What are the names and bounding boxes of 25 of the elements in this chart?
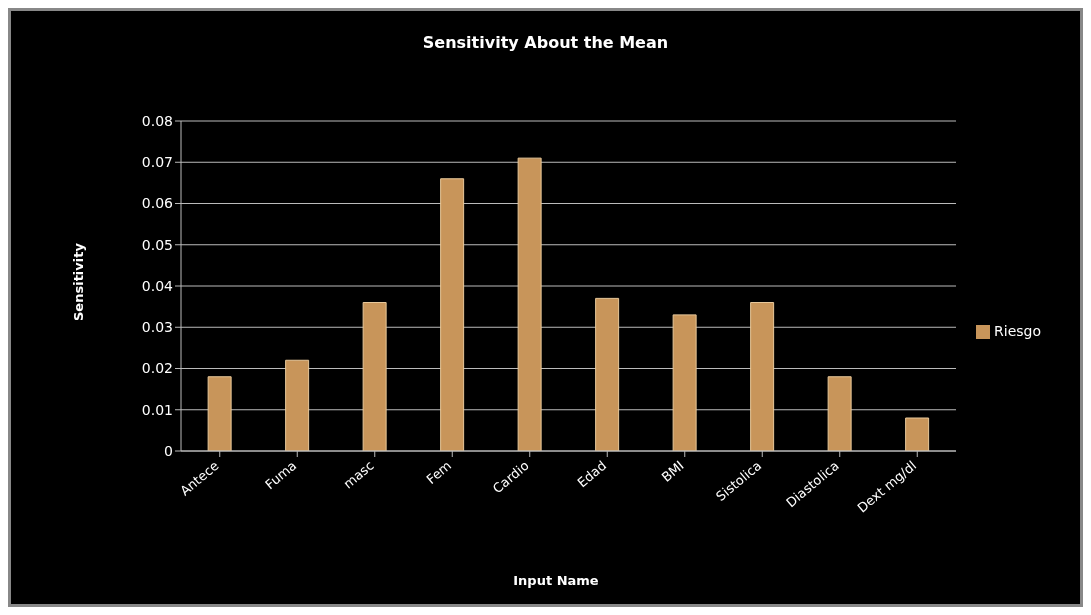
y-tick-label: 0.03 — [141, 319, 173, 336]
bar — [440, 178, 465, 451]
bar — [517, 157, 542, 451]
y-axis-title: Sensitivity — [71, 243, 86, 321]
y-tick-label: 0.05 — [141, 236, 173, 253]
chart-title: Sensitivity About the Mean — [421, 33, 670, 52]
bar — [595, 297, 620, 451]
x-tick-label: BMI — [658, 457, 687, 485]
bar — [672, 314, 697, 451]
x-axis-title: Input Name — [512, 573, 600, 588]
y-tick-label: 0 — [164, 442, 173, 459]
y-tick-label: 0.02 — [141, 360, 173, 377]
bar — [362, 302, 387, 451]
y-tick-label: 0.01 — [141, 401, 173, 418]
bar — [285, 359, 310, 451]
y-tick-label: 0.08 — [141, 112, 173, 129]
x-tick-label: Fem — [423, 457, 455, 487]
y-tick-label: 0.07 — [141, 154, 173, 171]
bar — [827, 376, 852, 451]
legend-label: Riesgo — [994, 323, 1041, 339]
bar — [905, 417, 930, 451]
y-tick-label: 0.06 — [141, 195, 174, 212]
y-tick-label: 0.04 — [141, 277, 174, 294]
bar — [750, 302, 775, 451]
bar — [207, 376, 232, 451]
